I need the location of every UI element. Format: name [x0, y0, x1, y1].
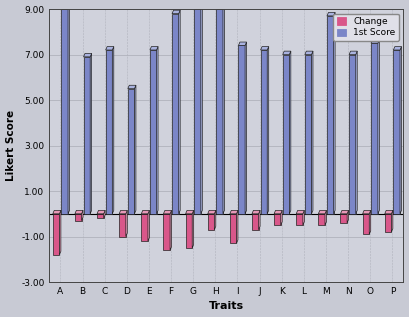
Bar: [186, 214, 192, 248]
Bar: [385, 214, 391, 232]
Polygon shape: [274, 210, 282, 214]
Polygon shape: [179, 10, 180, 214]
Polygon shape: [208, 210, 216, 214]
Polygon shape: [141, 210, 149, 214]
Polygon shape: [126, 210, 127, 236]
Polygon shape: [59, 210, 61, 255]
Polygon shape: [318, 210, 326, 214]
Polygon shape: [150, 47, 158, 50]
Polygon shape: [334, 12, 335, 214]
Polygon shape: [135, 85, 136, 214]
Polygon shape: [119, 210, 127, 214]
Polygon shape: [349, 51, 357, 55]
Polygon shape: [112, 47, 114, 214]
Bar: [371, 43, 378, 214]
Polygon shape: [103, 210, 105, 218]
Bar: [61, 9, 68, 214]
Bar: [141, 214, 148, 241]
Polygon shape: [186, 210, 194, 214]
Polygon shape: [90, 53, 92, 214]
Polygon shape: [201, 6, 202, 214]
Bar: [261, 50, 267, 214]
Polygon shape: [385, 210, 393, 214]
Polygon shape: [81, 210, 83, 221]
Bar: [274, 214, 281, 225]
X-axis label: Traits: Traits: [209, 301, 244, 311]
Polygon shape: [68, 6, 70, 214]
Polygon shape: [75, 210, 83, 214]
Polygon shape: [230, 210, 238, 214]
Polygon shape: [170, 210, 171, 250]
Polygon shape: [245, 42, 247, 214]
Polygon shape: [194, 6, 202, 9]
Polygon shape: [378, 40, 380, 214]
Polygon shape: [400, 47, 402, 214]
Polygon shape: [223, 6, 225, 214]
Polygon shape: [347, 210, 348, 223]
Polygon shape: [391, 210, 393, 232]
Polygon shape: [97, 210, 105, 214]
Polygon shape: [128, 85, 136, 89]
Bar: [327, 16, 334, 214]
Bar: [230, 214, 236, 243]
Bar: [296, 214, 303, 225]
Bar: [194, 9, 201, 214]
Polygon shape: [216, 6, 225, 9]
Polygon shape: [214, 210, 216, 230]
Bar: [172, 14, 179, 214]
Bar: [53, 214, 59, 255]
Polygon shape: [238, 42, 247, 45]
Polygon shape: [261, 47, 269, 50]
Polygon shape: [157, 47, 158, 214]
Polygon shape: [283, 51, 291, 55]
Polygon shape: [289, 51, 291, 214]
Polygon shape: [164, 210, 171, 214]
Bar: [128, 89, 135, 214]
Polygon shape: [83, 53, 92, 57]
Polygon shape: [312, 51, 313, 214]
Bar: [363, 214, 369, 234]
Polygon shape: [327, 12, 335, 16]
Bar: [83, 57, 90, 214]
Polygon shape: [325, 210, 326, 225]
Polygon shape: [393, 47, 402, 50]
Polygon shape: [61, 6, 70, 9]
Polygon shape: [172, 10, 180, 14]
Polygon shape: [371, 40, 380, 43]
Polygon shape: [148, 210, 149, 241]
Bar: [393, 50, 400, 214]
Bar: [305, 55, 312, 214]
Polygon shape: [258, 210, 260, 230]
Polygon shape: [267, 47, 269, 214]
Polygon shape: [303, 210, 304, 225]
Polygon shape: [340, 210, 348, 214]
Bar: [318, 214, 325, 225]
Polygon shape: [281, 210, 282, 225]
Bar: [283, 55, 289, 214]
Y-axis label: Likert Score: Likert Score: [6, 110, 16, 181]
Polygon shape: [53, 210, 61, 214]
Bar: [150, 50, 157, 214]
Polygon shape: [356, 51, 357, 214]
Bar: [164, 214, 170, 250]
Polygon shape: [296, 210, 304, 214]
Bar: [97, 214, 103, 218]
Polygon shape: [192, 210, 194, 248]
Bar: [349, 55, 356, 214]
Bar: [119, 214, 126, 236]
Bar: [252, 214, 258, 230]
Legend: Change, 1st Score: Change, 1st Score: [333, 14, 399, 41]
Bar: [216, 9, 223, 214]
Polygon shape: [305, 51, 313, 55]
Polygon shape: [363, 210, 371, 214]
Bar: [340, 214, 347, 223]
Polygon shape: [106, 47, 114, 50]
Bar: [75, 214, 81, 221]
Polygon shape: [236, 210, 238, 243]
Bar: [208, 214, 214, 230]
Bar: [238, 45, 245, 214]
Polygon shape: [252, 210, 260, 214]
Polygon shape: [369, 210, 371, 234]
Bar: [106, 50, 112, 214]
